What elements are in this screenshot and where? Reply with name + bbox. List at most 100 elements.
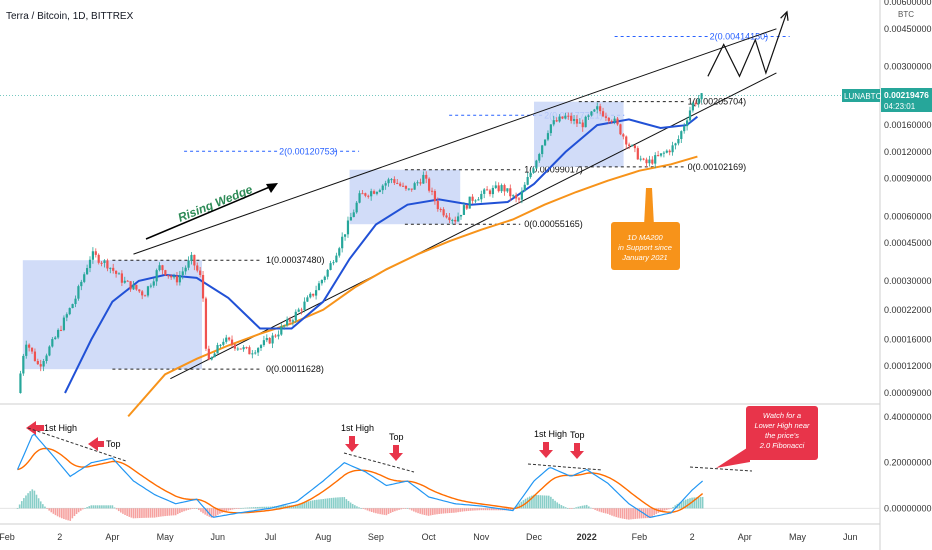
macd-histogram-bar xyxy=(512,508,514,511)
macd-histogram-bar xyxy=(345,499,348,509)
candle-body xyxy=(19,373,22,394)
candle-body xyxy=(88,259,92,269)
macd-histogram-bar xyxy=(611,508,613,516)
macd-histogram-bar xyxy=(52,508,55,514)
candle-body xyxy=(68,308,71,315)
macd-histogram-bar xyxy=(493,508,495,511)
macd-histogram-bar xyxy=(552,498,554,509)
macd-histogram-bar xyxy=(653,508,655,516)
macd-histogram-bar xyxy=(358,507,360,509)
candle-body xyxy=(599,106,602,112)
candle-body xyxy=(193,254,196,266)
macd-histogram-bar xyxy=(231,508,234,510)
macd-histogram-bar xyxy=(212,508,215,518)
macd-histogram-bar xyxy=(240,508,242,509)
candle-body xyxy=(384,183,387,186)
candle-body xyxy=(529,172,532,178)
candle-body xyxy=(422,174,425,184)
macd-histogram-bar xyxy=(282,505,284,509)
macd-histogram-bar xyxy=(198,508,200,511)
macd-histogram-bar xyxy=(263,506,265,509)
top-arrow-1 xyxy=(88,437,104,451)
macd-histogram-bar xyxy=(244,507,247,509)
candle-body xyxy=(57,329,60,338)
macd-histogram-bar xyxy=(368,508,371,512)
macd-histogram-bar xyxy=(577,506,580,509)
candle-body xyxy=(503,185,506,192)
candle-body xyxy=(74,298,77,305)
macd-histogram-bar xyxy=(88,506,91,509)
candle-body xyxy=(683,126,686,132)
candle-body xyxy=(680,131,683,140)
macd-histogram-bar xyxy=(594,508,596,510)
macd-line xyxy=(16,433,703,519)
macd-histogram-bar xyxy=(432,508,434,515)
macd-histogram-bar xyxy=(29,491,31,509)
candle-body xyxy=(387,179,390,184)
candle-body xyxy=(161,265,164,271)
macd-histogram-bar xyxy=(185,508,187,511)
watch-note-line2: Lower High near xyxy=(754,421,810,430)
candle-body xyxy=(268,337,271,344)
candle-body xyxy=(317,283,321,291)
macd-histogram-bar xyxy=(48,508,50,511)
candle-body xyxy=(254,352,257,354)
current-price-tag xyxy=(881,88,932,112)
candle-body xyxy=(28,344,31,348)
macd-histogram-bar xyxy=(79,508,82,511)
macd-histogram-bar xyxy=(69,508,72,521)
macd-histogram-bar xyxy=(311,500,314,509)
fib-level-1-label: 1(0.00099017) xyxy=(524,165,583,175)
projection-path xyxy=(707,10,789,78)
macd-histogram-bar xyxy=(117,508,120,512)
candle-body xyxy=(471,196,474,201)
candle-body xyxy=(535,160,538,169)
macd-histogram-bar xyxy=(227,508,230,511)
candle-body xyxy=(265,337,268,341)
candle-body xyxy=(100,262,103,264)
candle-body xyxy=(341,236,344,249)
candle-body xyxy=(288,319,292,322)
candle-body xyxy=(132,284,135,290)
candle-body xyxy=(526,177,529,185)
macd-histogram-bar xyxy=(73,508,76,517)
macd-histogram-bar xyxy=(602,508,605,513)
price-tick-label: 0.00060000 xyxy=(884,211,932,221)
candle-body xyxy=(549,124,552,134)
macd-histogram-bar xyxy=(600,508,603,513)
macd-histogram-bar xyxy=(520,501,523,509)
macd-histogram-bar xyxy=(364,508,367,510)
macd-histogram-bar xyxy=(444,508,447,514)
candle-body xyxy=(581,122,584,128)
macd-histogram-bar xyxy=(157,508,160,517)
candle-body xyxy=(593,109,596,112)
candle-body xyxy=(401,185,405,187)
candle-body xyxy=(541,145,544,155)
macd-histogram-bar xyxy=(229,508,232,511)
macd-histogram-bar xyxy=(39,501,42,509)
indicator-tick-label: 0.20000000 xyxy=(884,458,932,468)
macd-histogram-bar xyxy=(122,508,124,514)
macd-histogram-bar xyxy=(640,508,643,519)
macd-histogram-bar xyxy=(560,505,563,509)
macd-histogram-bar xyxy=(630,508,632,520)
candle-body xyxy=(370,191,373,197)
macd-histogram-bar xyxy=(476,508,478,511)
macd-histogram-bar xyxy=(617,508,620,518)
candle-body xyxy=(251,353,254,355)
macd-histogram-bar xyxy=(533,494,535,509)
candle-body xyxy=(97,254,100,263)
macd-histogram-bar xyxy=(324,498,327,509)
macd-histogram-bar xyxy=(214,508,217,517)
macd-histogram-bar xyxy=(389,508,392,513)
macd-histogram-bar xyxy=(149,508,152,518)
candle-body xyxy=(233,344,237,349)
candles xyxy=(19,92,703,394)
macd-histogram-bar xyxy=(332,497,335,509)
fib-level-0-label: 0(0.00102169) xyxy=(688,162,747,172)
fib-box xyxy=(22,260,202,370)
candle-body xyxy=(648,159,651,164)
candle-body xyxy=(207,348,210,360)
candle-body xyxy=(419,182,422,184)
candle-body xyxy=(570,115,573,121)
